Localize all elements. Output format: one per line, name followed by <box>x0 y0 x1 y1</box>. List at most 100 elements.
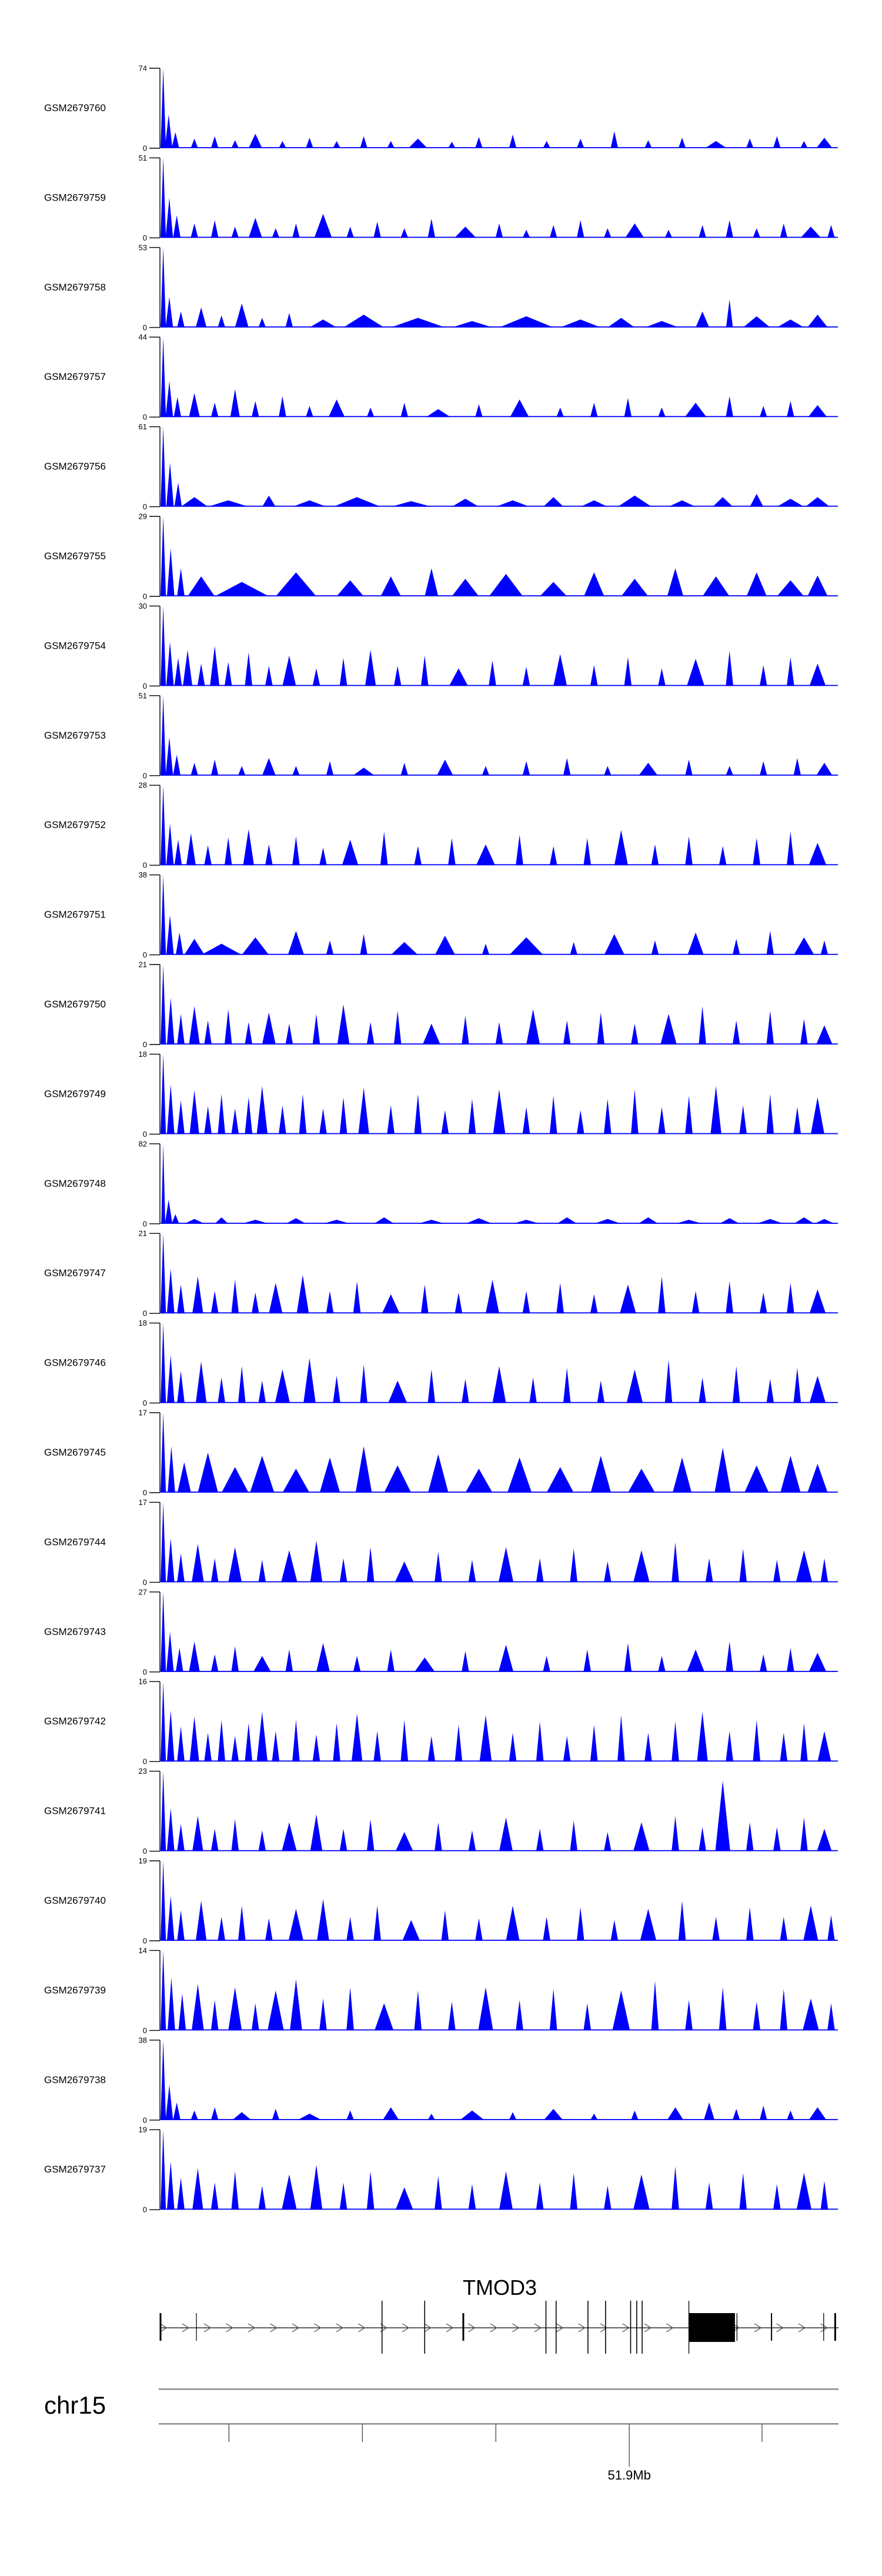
yaxis-zero-value: 0 <box>143 2205 147 2214</box>
sample-label: GSM2679759 <box>44 192 106 203</box>
strand-arrow-icon <box>402 2323 410 2333</box>
coverage-baseline <box>161 416 838 418</box>
coverage-area <box>161 1502 828 1583</box>
cds-exon-box <box>689 2313 735 2342</box>
strand-arrow-icon <box>226 2323 233 2333</box>
coverage-area <box>161 1861 835 1941</box>
strand-arrow-icon <box>600 2323 608 2333</box>
coverage-area <box>161 1591 827 1672</box>
strand-arrow-icon <box>314 2323 322 2333</box>
strand-arrow-icon <box>203 2323 212 2333</box>
sample-label: GSM2679746 <box>44 1357 106 1369</box>
strand-arrow-icon <box>292 2323 300 2333</box>
coverage-area <box>161 1681 831 1762</box>
coverage-baseline <box>161 326 838 328</box>
sample-label: GSM2679754 <box>44 640 106 651</box>
coverage-area <box>161 158 835 238</box>
coverage-area <box>161 2040 827 2120</box>
yaxis-max-value: 17 <box>139 1409 147 1417</box>
coverage-area <box>161 426 830 507</box>
coverage-area <box>161 965 833 1045</box>
sample-label: GSM2679742 <box>44 1716 106 1727</box>
sample-label: GSM2679749 <box>44 1088 106 1099</box>
sample-label: GSM2679739 <box>44 1984 106 1996</box>
sample-label: GSM2679738 <box>44 2074 106 2086</box>
yaxis-max-value: 14 <box>139 1946 147 1955</box>
yaxis-zero-value: 0 <box>143 413 147 422</box>
strand-arrow-icon <box>446 2323 454 2333</box>
strand-arrow-icon <box>248 2323 256 2333</box>
yaxis-max-value: 18 <box>139 1319 147 1327</box>
coverage-baseline <box>161 1223 838 1224</box>
yaxis-zero-value: 0 <box>143 2026 147 2035</box>
yaxis-zero-value: 0 <box>143 771 147 780</box>
coverage-area <box>161 1054 824 1134</box>
strand-arrow-icon <box>490 2323 498 2333</box>
sample-label: GSM2679751 <box>44 909 106 920</box>
coverage-baseline <box>161 1850 838 1851</box>
yaxis-max-value: 82 <box>139 1139 147 1148</box>
yaxis-zero-value: 0 <box>143 233 147 242</box>
strand-arrow-icon <box>666 2323 674 2333</box>
sample-label: GSM2679743 <box>44 1626 106 1637</box>
strand-arrow-icon <box>556 2323 564 2333</box>
yaxis-zero-value: 0 <box>143 950 147 959</box>
strand-arrow-icon <box>534 2323 542 2333</box>
yaxis-zero-value: 0 <box>143 502 147 511</box>
sample-label: GSM2679756 <box>44 461 106 472</box>
coverage-area <box>161 1233 826 1314</box>
yaxis-max-value: 51 <box>139 154 147 162</box>
yaxis-zero-value: 0 <box>143 1309 147 1318</box>
strand-arrow-icon <box>798 2323 806 2333</box>
yaxis-max-value: 51 <box>139 691 147 700</box>
yaxis-zero-value: 0 <box>143 2115 147 2124</box>
yaxis-max-value: 21 <box>139 960 147 969</box>
coverage-baseline <box>161 1491 838 1493</box>
sample-label: GSM2679737 <box>44 2164 106 2175</box>
axis-rule-bottom <box>159 2423 838 2425</box>
coverage-baseline <box>161 2029 838 2031</box>
gene-title: TMOD3 <box>463 2275 537 2300</box>
sample-label: GSM2679745 <box>44 1447 106 1458</box>
chromosome-label: chr15 <box>44 2391 106 2419</box>
coverage-area <box>161 606 826 686</box>
yaxis-max-value: 38 <box>139 2036 147 2044</box>
coverage-area <box>161 695 833 776</box>
strand-arrow-icon <box>270 2323 278 2333</box>
strand-arrow-icon <box>160 2323 168 2333</box>
coverage-area <box>161 68 833 148</box>
sample-label: GSM2679760 <box>44 102 106 114</box>
yaxis-max-value: 28 <box>139 781 147 790</box>
yaxis-zero-value: 0 <box>143 1667 147 1676</box>
yaxis-zero-value: 0 <box>143 1489 147 1497</box>
coverage-area <box>161 1771 832 1851</box>
yaxis-zero-value: 0 <box>143 682 147 690</box>
strand-arrow-icon <box>512 2323 520 2333</box>
strand-arrow-icon <box>644 2323 652 2333</box>
coverage-baseline <box>161 1940 838 1941</box>
yaxis-zero-value: 0 <box>143 1937 147 1946</box>
strand-arrow-icon <box>578 2323 586 2333</box>
axis-rule-top <box>159 2388 838 2390</box>
yaxis-max-value: 38 <box>139 870 147 879</box>
yaxis-max-value: 29 <box>139 512 147 521</box>
yaxis-zero-value: 0 <box>143 323 147 332</box>
coverage-area <box>161 516 828 596</box>
coverage-area <box>161 337 827 418</box>
strand-arrow-icon <box>622 2323 630 2333</box>
yaxis-zero-value: 0 <box>143 861 147 870</box>
coverage-area <box>161 1413 828 1493</box>
coverage-area <box>161 247 828 328</box>
coverage-area <box>161 2130 828 2210</box>
coverage-area <box>161 785 827 866</box>
strand-arrow-icon <box>336 2323 344 2333</box>
yaxis-max-value: 19 <box>139 2125 147 2134</box>
coverage-baseline <box>161 953 838 955</box>
sample-label: GSM2679744 <box>44 1536 106 1547</box>
yaxis-max-value: 44 <box>139 333 147 342</box>
yaxis-zero-value: 0 <box>143 1399 147 1407</box>
yaxis-max-value: 30 <box>139 602 147 610</box>
coverage-baseline <box>161 864 838 866</box>
